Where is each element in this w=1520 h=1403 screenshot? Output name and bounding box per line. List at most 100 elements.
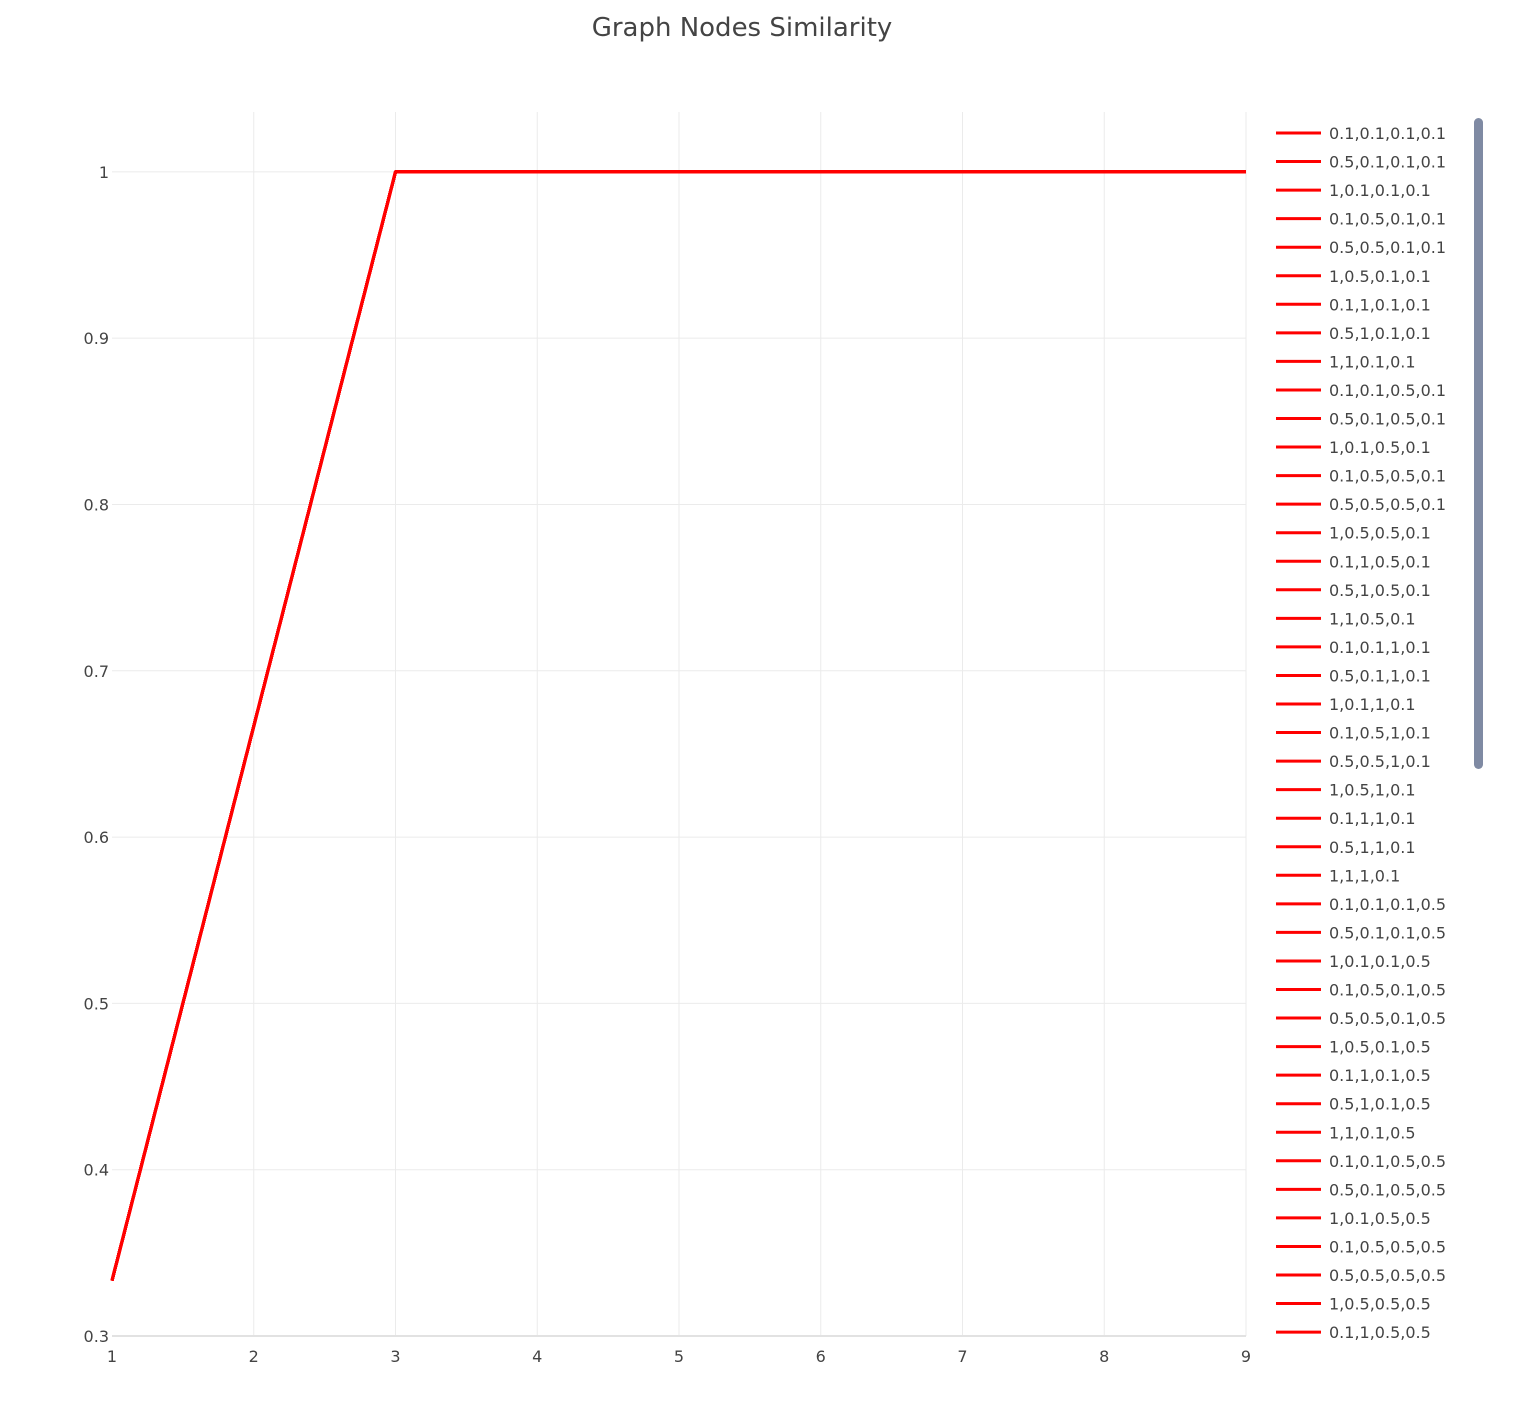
legend-label: 1,0.5,0.1,0.5 bbox=[1329, 1038, 1431, 1057]
legend-label: 0.1,1,0.5,0.5 bbox=[1329, 1323, 1431, 1342]
legend[interactable]: 0.1,0.1,0.1,0.1 0.5,0.1,0.1,0.1 1,0.1,0.1,… bbox=[1276, 124, 1446, 1342]
legend-item[interactable]: 0.5,0.1,0.5,0.1 bbox=[1276, 410, 1446, 429]
y-tick-label: 0.7 bbox=[84, 662, 109, 681]
legend-item[interactable]: 1,0.5,1,0.1 bbox=[1276, 781, 1416, 800]
legend-item[interactable]: 1,0.5,0.1,0.1 bbox=[1276, 267, 1431, 286]
legend-label: 0.5,0.1,1,0.1 bbox=[1329, 666, 1431, 685]
legend-label: 0.5,1,0.1,0.1 bbox=[1329, 324, 1431, 343]
legend-item[interactable]: 0.1,0.5,1,0.1 bbox=[1276, 724, 1431, 743]
legend-item[interactable]: 0.5,1,0.1,0.5 bbox=[1276, 1095, 1431, 1114]
legend-label: 0.5,1,1,0.1 bbox=[1329, 838, 1416, 857]
legend-item[interactable]: 1,0.1,0.5,0.1 bbox=[1276, 438, 1431, 457]
x-tick-label: 8 bbox=[1099, 1347, 1109, 1366]
legend-item[interactable]: 1,0.5,0.5,0.5 bbox=[1276, 1295, 1431, 1314]
legend-item[interactable]: 0.5,1,1,0.1 bbox=[1276, 838, 1416, 857]
legend-label: 0.5,0.1,0.1,0.5 bbox=[1329, 923, 1446, 942]
legend-label: 0.1,0.5,0.5,0.1 bbox=[1329, 467, 1446, 486]
legend-label: 0.5,1,0.5,0.1 bbox=[1329, 581, 1431, 600]
legend-item[interactable]: 0.1,1,0.1,0.5 bbox=[1276, 1066, 1431, 1085]
legend-label: 1,1,0.1,0.5 bbox=[1329, 1123, 1416, 1142]
series-line[interactable] bbox=[110, 170, 1246, 1281]
legend-label: 0.1,0.1,0.1,0.1 bbox=[1329, 124, 1446, 143]
legend-item[interactable]: 0.1,0.1,0.5,0.5 bbox=[1276, 1152, 1446, 1171]
legend-label: 0.1,0.1,0.1,0.5 bbox=[1329, 895, 1446, 914]
legend-item[interactable]: 1,0.1,0.1,0.5 bbox=[1276, 952, 1431, 971]
legend-item[interactable]: 0.1,1,0.5,0.1 bbox=[1276, 552, 1431, 571]
legend-item[interactable]: 1,0.5,0.1,0.5 bbox=[1276, 1038, 1431, 1057]
legend-item[interactable]: 0.1,0.1,0.1,0.5 bbox=[1276, 895, 1446, 914]
legend-item[interactable]: 1,0.5,0.5,0.1 bbox=[1276, 524, 1431, 543]
legend-label: 0.1,1,0.1,0.5 bbox=[1329, 1066, 1431, 1085]
legend-item[interactable]: 0.1,0.1,0.5,0.1 bbox=[1276, 381, 1446, 400]
legend-item[interactable]: 0.5,0.5,0.5,0.1 bbox=[1276, 495, 1446, 514]
legend-label: 0.5,0.5,0.5,0.5 bbox=[1329, 1266, 1446, 1285]
legend-label: 0.1,0.1,1,0.1 bbox=[1329, 638, 1431, 657]
legend-label: 0.1,0.5,0.1,0.5 bbox=[1329, 981, 1446, 1000]
legend-label: 0.1,0.1,0.5,0.5 bbox=[1329, 1152, 1446, 1171]
legend-item[interactable]: 1,0.1,0.5,0.5 bbox=[1276, 1209, 1431, 1228]
legend-item[interactable]: 0.5,0.1,0.1,0.5 bbox=[1276, 923, 1446, 942]
legend-label: 0.5,0.5,0.5,0.1 bbox=[1329, 495, 1446, 514]
x-tick-label: 2 bbox=[249, 1347, 259, 1366]
y-tick-label: 0.9 bbox=[84, 329, 109, 348]
legend-label: 0.5,1,0.1,0.5 bbox=[1329, 1095, 1431, 1114]
legend-item[interactable]: 0.1,1,0.5,0.5 bbox=[1276, 1323, 1431, 1342]
legend-label: 1,1,0.5,0.1 bbox=[1329, 609, 1416, 628]
legend-label: 0.1,1,1,0.1 bbox=[1329, 809, 1416, 828]
legend-item[interactable]: 0.1,0.5,0.1,0.1 bbox=[1276, 210, 1446, 229]
legend-item[interactable]: 1,0.1,0.1,0.1 bbox=[1276, 181, 1431, 200]
legend-label: 1,0.1,0.1,0.1 bbox=[1329, 181, 1431, 200]
y-tick-label: 0.8 bbox=[84, 495, 109, 514]
y-tick-label: 0.4 bbox=[84, 1161, 109, 1180]
legend-item[interactable]: 0.5,0.5,0.1,0.1 bbox=[1276, 238, 1446, 257]
legend-item[interactable]: 1,1,1,0.1 bbox=[1276, 866, 1400, 885]
legend-label: 0.1,1,0.5,0.1 bbox=[1329, 552, 1431, 571]
legend-item[interactable]: 1,1,0.1,0.5 bbox=[1276, 1123, 1416, 1142]
legend-item[interactable]: 0.5,1,0.1,0.1 bbox=[1276, 324, 1431, 343]
legend-label: 1,0.5,0.5,0.1 bbox=[1329, 524, 1431, 543]
legend-item[interactable]: 0.1,0.5,0.5,0.5 bbox=[1276, 1237, 1446, 1256]
x-tick-label: 6 bbox=[816, 1347, 826, 1366]
legend-label: 0.1,0.1,0.5,0.1 bbox=[1329, 381, 1446, 400]
plot-area bbox=[110, 170, 1246, 1281]
legend-item[interactable]: 0.5,0.1,1,0.1 bbox=[1276, 666, 1431, 685]
legend-item[interactable]: 0.5,0.5,0.1,0.5 bbox=[1276, 1009, 1446, 1028]
axes: 1 2 3 4 5 6 7 8 9 0.3 0.4 0.5 0.6 0.7 0.8 0.9 1 bbox=[84, 163, 1252, 1366]
legend-item[interactable]: 0.5,0.5,1,0.1 bbox=[1276, 752, 1431, 771]
legend-item[interactable]: 1,1,0.1,0.1 bbox=[1276, 352, 1416, 371]
legend-item[interactable]: 0.1,1,1,0.1 bbox=[1276, 809, 1416, 828]
legend-item[interactable]: 0.5,1,0.5,0.1 bbox=[1276, 581, 1431, 600]
legend-label: 1,0.5,0.5,0.5 bbox=[1329, 1295, 1431, 1314]
legend-item[interactable]: 0.1,1,0.1,0.1 bbox=[1276, 295, 1431, 314]
legend-item[interactable]: 0.1,0.1,0.1,0.1 bbox=[1276, 124, 1446, 143]
legend-label: 0.1,0.5,0.5,0.5 bbox=[1329, 1237, 1446, 1256]
legend-label: 0.5,0.5,0.1,0.1 bbox=[1329, 238, 1446, 257]
legend-item[interactable]: 0.5,0.1,0.1,0.1 bbox=[1276, 153, 1446, 172]
grid-lines bbox=[112, 112, 1247, 1337]
y-tick-label: 0.3 bbox=[84, 1327, 109, 1346]
x-tick-label: 1 bbox=[107, 1347, 117, 1366]
x-tick-label: 5 bbox=[674, 1347, 684, 1366]
legend-item[interactable]: 0.1,0.5,0.1,0.5 bbox=[1276, 981, 1446, 1000]
legend-label: 1,0.5,1,0.1 bbox=[1329, 781, 1416, 800]
legend-label: 0.1,0.5,0.1,0.1 bbox=[1329, 210, 1446, 229]
legend-label: 0.5,0.5,1,0.1 bbox=[1329, 752, 1431, 771]
x-tick-label: 3 bbox=[390, 1347, 400, 1366]
legend-item[interactable]: 1,0.1,1,0.1 bbox=[1276, 695, 1416, 714]
legend-label: 1,0.1,0.1,0.5 bbox=[1329, 952, 1431, 971]
x-tick-label: 9 bbox=[1241, 1347, 1251, 1366]
y-tick-label: 0.6 bbox=[84, 828, 109, 847]
legend-label: 1,0.1,0.5,0.5 bbox=[1329, 1209, 1431, 1228]
legend-label: 0.1,1,0.1,0.1 bbox=[1329, 295, 1431, 314]
x-tick-label: 7 bbox=[957, 1347, 967, 1366]
legend-item[interactable]: 1,1,0.5,0.1 bbox=[1276, 609, 1416, 628]
x-tick-label: 4 bbox=[532, 1347, 542, 1366]
legend-item[interactable]: 0.1,0.5,0.5,0.1 bbox=[1276, 467, 1446, 486]
legend-label: 0.1,0.5,1,0.1 bbox=[1329, 724, 1431, 743]
legend-item[interactable]: 0.5,0.1,0.5,0.5 bbox=[1276, 1180, 1446, 1199]
chart-title: Graph Nodes Similarity bbox=[592, 13, 893, 43]
legend-scrollbar[interactable] bbox=[1474, 118, 1483, 769]
legend-item[interactable]: 0.1,0.1,1,0.1 bbox=[1276, 638, 1431, 657]
legend-item[interactable]: 0.5,0.5,0.5,0.5 bbox=[1276, 1266, 1446, 1285]
